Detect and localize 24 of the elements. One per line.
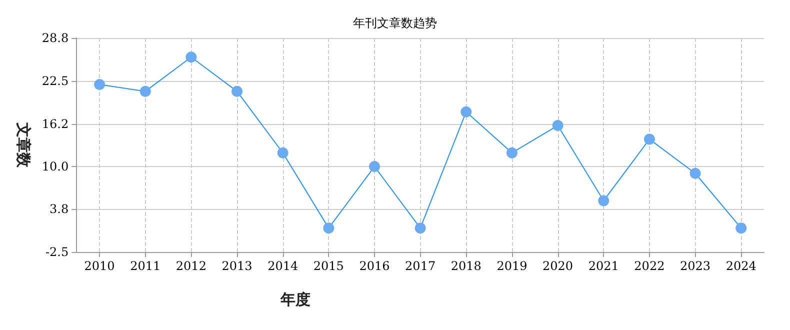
chart-title: 年刊文章数趋势 — [353, 16, 437, 30]
x-tick-label: 2021 — [588, 259, 619, 273]
y-tick-label: 28.8 — [42, 31, 69, 45]
x-tick-label: 2024 — [726, 259, 757, 273]
x-tick-label: 2016 — [359, 259, 390, 273]
x-tick-label: 2012 — [176, 259, 206, 273]
x-tick-label: 2020 — [542, 259, 574, 273]
x-tick-label: 2015 — [313, 259, 344, 273]
y-axis-title: 文章数 — [14, 122, 32, 168]
y-tick-label: -2.5 — [45, 245, 69, 259]
x-tick-label: 2022 — [634, 259, 665, 273]
y-tick-label: 16.2 — [42, 117, 69, 132]
x-tick-label: 2017 — [405, 259, 436, 273]
x-tick-label: 2013 — [222, 259, 252, 273]
y-tick-label: 3.8 — [50, 202, 69, 216]
x-tick-label: 2023 — [680, 259, 711, 273]
x-tick-label: 2019 — [496, 259, 528, 273]
x-tick-label: 2011 — [130, 259, 161, 273]
x-tick-label: 2010 — [84, 259, 115, 273]
x-tick-label: 2018 — [450, 259, 482, 273]
y-tick-label: 10.0 — [42, 160, 69, 174]
y-tick-label: 22.5 — [42, 74, 69, 88]
x-axis-title: 年度 — [279, 290, 310, 308]
x-tick-label: 2014 — [268, 259, 298, 273]
